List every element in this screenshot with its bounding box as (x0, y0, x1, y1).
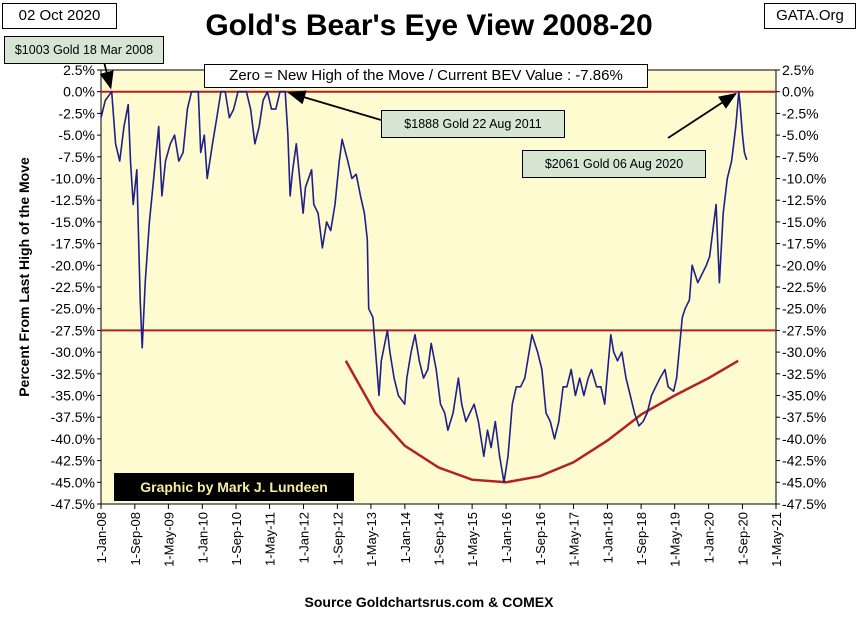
y-tick-label-right: -30.0% (782, 344, 826, 360)
y-tick-label-right: -22.5% (782, 279, 826, 295)
y-axis-label: Percent From Last High of the Move (16, 157, 32, 397)
y-tick-label-left: -40.0% (51, 431, 95, 447)
chart-title: Gold's Bear's Eye View 2008-20 (205, 9, 653, 42)
y-tick-label-right: -15.0% (782, 214, 826, 230)
y-tick-label-right: -5.0% (782, 127, 819, 143)
y-tick-label-left: -2.5% (58, 105, 95, 121)
x-tick-label: 1-Jan-12 (297, 512, 312, 563)
y-tick-label-right: -25.0% (782, 301, 826, 317)
annotation-2008-high: $1003 Gold 18 Mar 2008 (4, 36, 164, 64)
x-tick-label: 1-Jan-08 (94, 512, 109, 563)
y-tick-label-left: -17.5% (51, 236, 95, 252)
x-tick-label: 1-Sep-10 (229, 512, 244, 565)
y-tick-label-right: -37.5% (782, 409, 826, 425)
annotation-2011-high: $1888 Gold 22 Aug 2011 (381, 110, 565, 138)
annotation-2020-high: $2061 Gold 06 Aug 2020 (522, 150, 706, 178)
y-tick-label-left: -30.0% (51, 344, 95, 360)
y-tick-label-right: -27.5% (782, 322, 826, 338)
y-tick-label-left: -10.0% (51, 171, 95, 187)
x-tick-label: 1-Sep-08 (128, 512, 143, 565)
y-tick-label-right: -2.5% (782, 105, 819, 121)
x-tick-label: 1-Sep-18 (634, 512, 649, 565)
y-tick-label-left: -27.5% (51, 322, 95, 338)
x-tick-label: 1-Jan-18 (600, 512, 615, 563)
y-tick-label-left: -45.0% (51, 474, 95, 490)
y-tick-label-right: -42.5% (782, 453, 826, 469)
y-tick-label-left: -5.0% (58, 127, 95, 143)
y-tick-label-right: -45.0% (782, 474, 826, 490)
credit-badge: Graphic by Mark J. Lundeen (114, 473, 354, 501)
y-tick-label-left: -7.5% (58, 149, 95, 165)
series-line (100, 90, 748, 484)
y-tick-label-left: 2.5% (63, 62, 95, 78)
y-tick-label-right: -17.5% (782, 236, 826, 252)
y-tick-label-left: -35.0% (51, 388, 95, 404)
x-tick-label: 1-Sep-12 (330, 512, 345, 565)
x-tick-label: 1-May-09 (161, 512, 176, 567)
x-tick-label: 1-May-19 (668, 512, 683, 567)
x-tick-label: 1-Jan-20 (702, 512, 717, 563)
y-tick-label-right: -32.5% (782, 366, 826, 382)
source-footer: Source Goldchartsrus.com & COMEX (304, 594, 554, 610)
y-tick-label-left: -25.0% (51, 301, 95, 317)
x-tick-label: 1-Jan-14 (398, 512, 413, 563)
annotation-arrow (667, 92, 738, 139)
x-tick-label: 1-May-21 (769, 512, 784, 567)
y-tick-label-right: -7.5% (782, 149, 819, 165)
y-tick-label-left: -37.5% (51, 409, 95, 425)
y-tick-label-right: -12.5% (782, 192, 826, 208)
y-tick-label-right: -20.0% (782, 257, 826, 273)
y-tick-label-right: -47.5% (782, 496, 826, 512)
zero-note: Zero = New High of the Move / Current BE… (204, 64, 648, 88)
y-tick-label-left: -20.0% (51, 257, 95, 273)
x-tick-label: 1-Sep-20 (735, 512, 750, 565)
y-tick-label-left: -47.5% (51, 496, 95, 512)
x-tick-label: 1-May-17 (566, 512, 581, 567)
annotation-arrow (99, 61, 114, 90)
x-tick-label: 1-Jan-10 (195, 512, 210, 563)
x-tick-label: 1-May-13 (364, 512, 379, 567)
y-tick-label-left: -12.5% (51, 192, 95, 208)
x-tick-label: 1-Sep-16 (533, 512, 548, 565)
y-tick-label-left: -42.5% (51, 453, 95, 469)
annotation-arrow (287, 90, 382, 121)
x-tick-label: 1-May-15 (465, 512, 480, 567)
y-tick-label-right: -35.0% (782, 388, 826, 404)
y-tick-label-left: -22.5% (51, 279, 95, 295)
y-tick-label-left: -15.0% (51, 214, 95, 230)
y-tick-label-right: 2.5% (782, 62, 814, 78)
x-tick-label: 1-Jan-16 (499, 512, 514, 563)
trend-curve (344, 359, 739, 484)
y-tick-label-left: 0.0% (63, 84, 95, 100)
source-tag: GATA.Org (764, 3, 856, 29)
y-tick-label-right: -40.0% (782, 431, 826, 447)
y-tick-label-right: 0.0% (782, 84, 814, 100)
x-tick-label: 1-Sep-14 (432, 512, 447, 565)
date-label: 02 Oct 2020 (2, 3, 117, 29)
y-tick-label-left: -32.5% (51, 366, 95, 382)
x-tick-label: 1-May-11 (263, 512, 278, 566)
y-tick-label-right: -10.0% (782, 171, 826, 187)
